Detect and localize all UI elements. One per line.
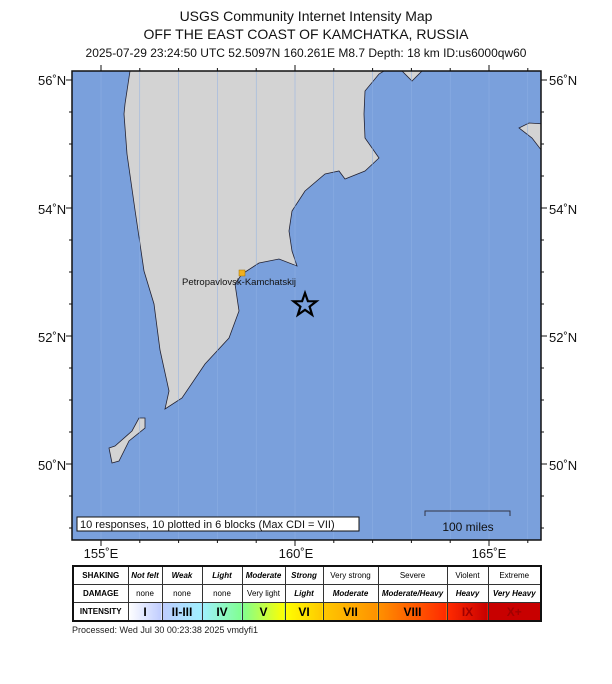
shaking-cell: Light: [201, 565, 243, 585]
intensity-cell: V: [241, 602, 286, 622]
processed-timestamp: Processed: Wed Jul 30 00:23:38 2025 vmdy…: [72, 625, 258, 635]
lat-label-50-left: 50˚N: [38, 458, 66, 473]
intensity-cell: IX: [446, 602, 489, 622]
commander-island: [518, 122, 541, 151]
scale-bar: [424, 510, 511, 516]
city-marker: [238, 269, 246, 277]
shaking-cell: Very strong: [322, 565, 379, 585]
damage-header: DAMAGE: [72, 584, 129, 603]
intensity-cell: I: [127, 602, 163, 622]
shaking-row: SHAKING Not felt Weak Light Moderate Str…: [72, 565, 542, 585]
responses-box: [76, 516, 360, 532]
shaking-cell: Violent: [446, 565, 489, 585]
damage-cell: Moderate: [322, 584, 379, 603]
map-title: USGS Community Internet Intensity Map: [179, 8, 433, 24]
intensity-header: INTENSITY: [72, 602, 129, 622]
lat-label-50-right: 50˚N: [549, 458, 577, 473]
intensity-cell: IV: [201, 602, 243, 622]
lon-label-155: 155˚E: [84, 546, 119, 560]
small-island-north: [401, 71, 423, 82]
shaking-cell: Severe: [377, 565, 448, 585]
lon-label-165: 165˚E: [472, 546, 507, 560]
intensity-cell: VI: [284, 602, 324, 622]
damage-row: DAMAGE none none none Very light Light M…: [72, 584, 542, 603]
shaking-cell: Weak: [161, 565, 203, 585]
star-icon: [290, 289, 320, 318]
damage-cell: Very light: [241, 584, 286, 603]
shaking-cell: Extreme: [487, 565, 542, 585]
shaking-cell: Not felt: [127, 565, 163, 585]
damage-cell: none: [161, 584, 203, 603]
intensity-legend: SHAKING Not felt Weak Light Moderate Str…: [72, 565, 542, 622]
region-title: OFF THE EAST COAST OF KAMCHATKA, RUSSIA: [143, 26, 469, 42]
kamchatka-peninsula: [123, 71, 385, 410]
lat-label-54-left: 54˚N: [38, 202, 66, 217]
scale-label: 100 miles: [442, 520, 493, 534]
intensity-cell: VII: [322, 602, 379, 622]
intensity-cell: II-III: [161, 602, 203, 622]
intensity-cell: VIII: [377, 602, 448, 622]
paramushir-island: [108, 417, 146, 464]
shaking-cell: Moderate: [241, 565, 286, 585]
city-label: Petropavlovsk-Kamchatskij: [182, 277, 296, 288]
lat-label-56-right: 56˚N: [549, 73, 577, 88]
shaking-header: SHAKING: [72, 565, 129, 585]
lat-label-52-left: 52˚N: [38, 330, 66, 345]
responses-note: 10 responses, 10 plotted in 6 blocks (Ma…: [80, 519, 335, 531]
damage-cell: none: [127, 584, 163, 603]
damage-cell: Moderate/Heavy: [377, 584, 448, 603]
intensity-cell: X+: [487, 602, 542, 622]
event-info: 2025-07-29 23:24:50 UTC 52.5097N 160.261…: [85, 46, 527, 60]
damage-cell: Very Heavy: [487, 584, 542, 603]
lat-label-52-right: 52˚N: [549, 330, 577, 345]
damage-cell: Heavy: [446, 584, 489, 603]
damage-cell: none: [201, 584, 243, 603]
intensity-row: INTENSITY I II-III IV V VI VII VIII IX X…: [72, 602, 542, 622]
intensity-map: 56˚N 54˚N 52˚N 50˚N 56˚N 54˚N 52˚N 50˚N …: [38, 65, 577, 560]
lat-label-56-left: 56˚N: [38, 73, 66, 88]
lon-label-160: 160˚E: [279, 546, 314, 560]
lat-label-54-right: 54˚N: [549, 202, 577, 217]
shaking-cell: Strong: [284, 565, 324, 585]
damage-cell: Light: [284, 584, 324, 603]
